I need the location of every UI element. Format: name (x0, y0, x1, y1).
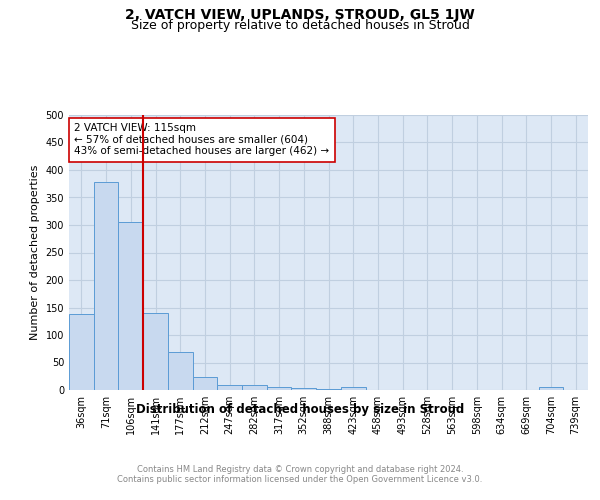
Bar (94, 182, 118, 390)
Bar (539, 387, 563, 390)
Bar (341, 387, 365, 390)
Bar (316, 389, 341, 390)
Bar (292, 388, 316, 390)
Text: Distribution of detached houses by size in Stroud: Distribution of detached houses by size … (136, 402, 464, 415)
Bar (118, 222, 143, 390)
Bar (242, 385, 267, 390)
Text: 2, VATCH VIEW, UPLANDS, STROUD, GL5 1JW: 2, VATCH VIEW, UPLANDS, STROUD, GL5 1JW (125, 8, 475, 22)
Bar (267, 387, 292, 390)
Bar (193, 378, 217, 390)
Text: 2 VATCH VIEW: 115sqm
← 57% of detached houses are smaller (604)
43% of semi-deta: 2 VATCH VIEW: 115sqm ← 57% of detached h… (74, 123, 329, 156)
Bar (143, 313, 168, 390)
Y-axis label: Number of detached properties: Number of detached properties (30, 165, 40, 340)
Bar (217, 384, 242, 390)
Text: Size of property relative to detached houses in Stroud: Size of property relative to detached ho… (131, 19, 469, 32)
Bar (69, 314, 94, 390)
Text: Contains HM Land Registry data © Crown copyright and database right 2024.
Contai: Contains HM Land Registry data © Crown c… (118, 465, 482, 484)
Bar (168, 352, 193, 390)
